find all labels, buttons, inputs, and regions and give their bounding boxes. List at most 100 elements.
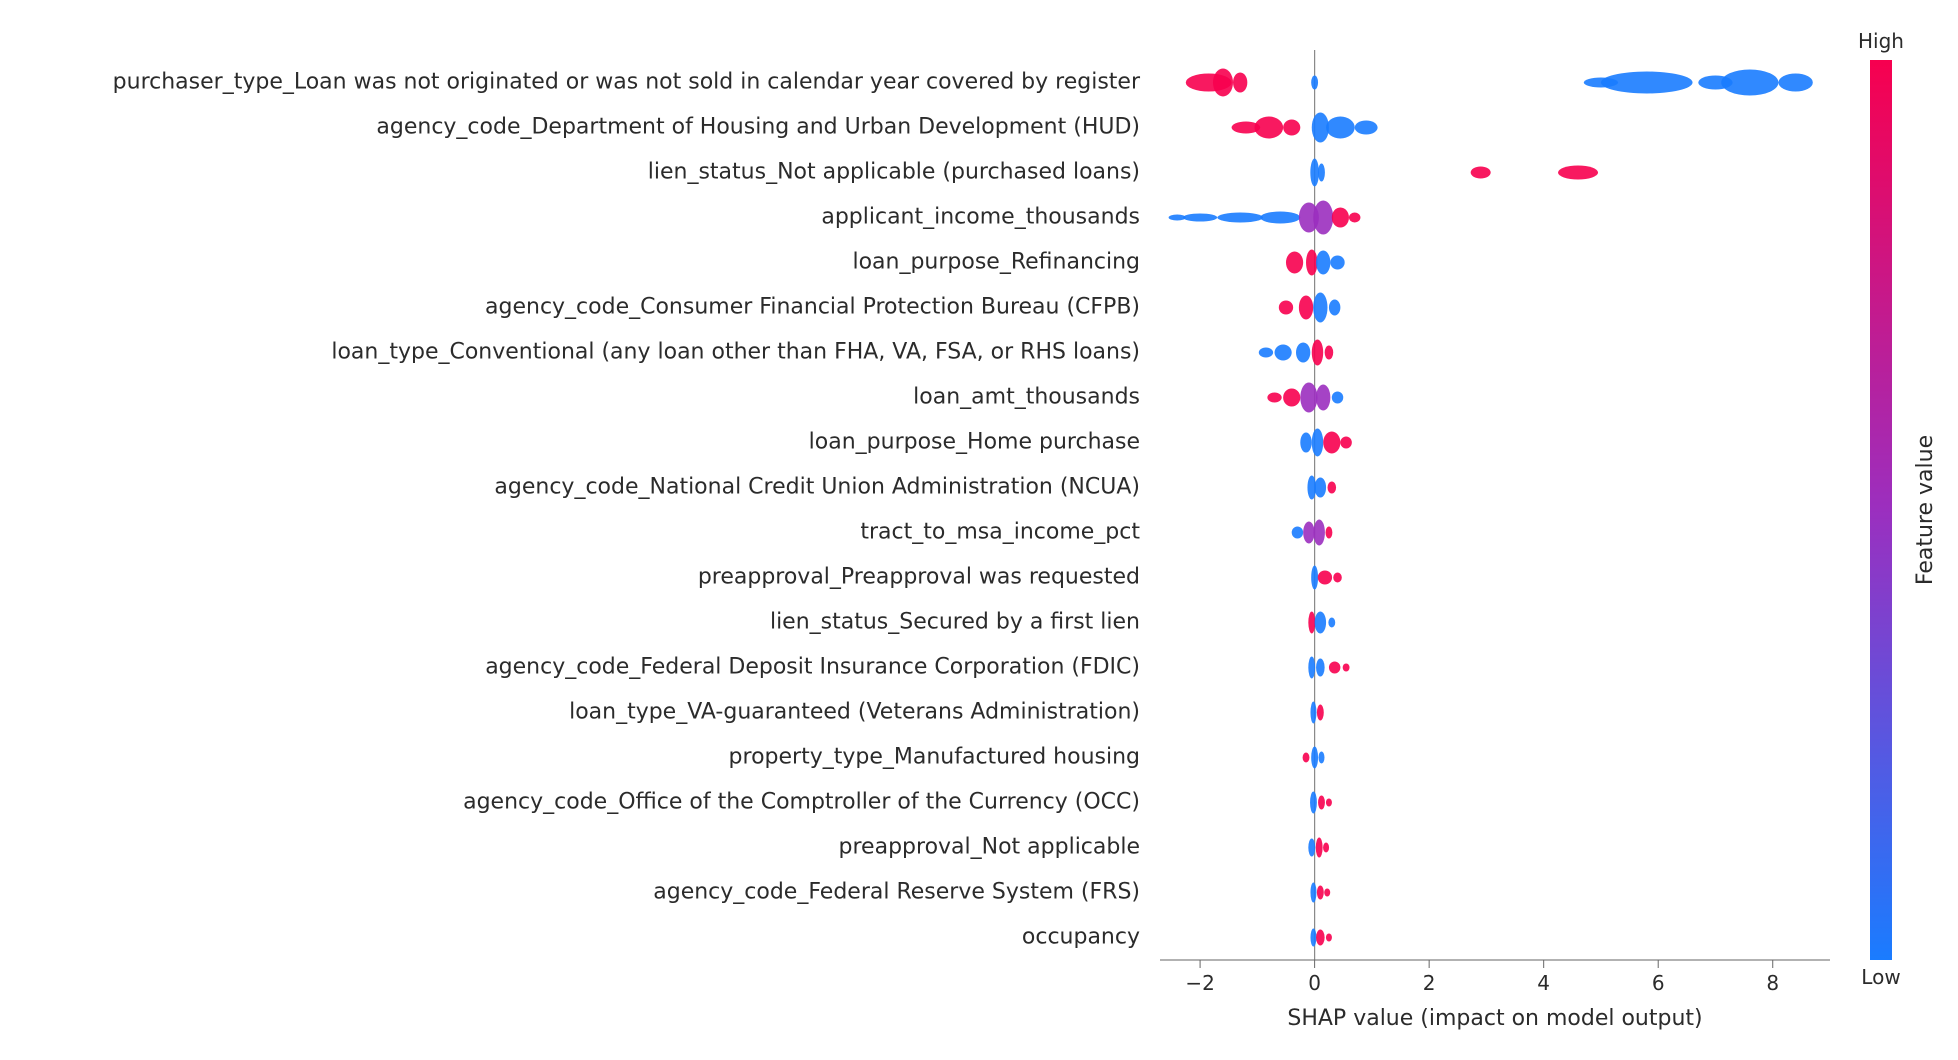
feature-label: agency_code_National Credit Union Admini…	[494, 475, 1140, 500]
shap-cluster	[1328, 482, 1337, 494]
feature-label: applicant_income_thousands	[821, 205, 1140, 230]
feature-label: agency_code_Federal Deposit Insurance Co…	[485, 655, 1140, 680]
colorbar-title: Feature value	[1913, 435, 1938, 585]
shap-cluster	[1317, 705, 1324, 721]
feature-label: agency_code_Office of the Comptroller of…	[463, 790, 1140, 815]
shap-cluster	[1315, 612, 1326, 634]
shap-cluster	[1323, 843, 1329, 853]
shap-svg: −202468SHAP value (impact on model outpu…	[0, 0, 1958, 1060]
shap-cluster	[1300, 383, 1317, 413]
shap-cluster	[1260, 212, 1300, 224]
shap-cluster	[1312, 429, 1323, 457]
feature-label: agency_code_Consumer Financial Protectio…	[485, 295, 1140, 320]
shap-cluster	[1340, 437, 1351, 449]
feature-label: purchaser_type_Loan was not originated o…	[113, 70, 1141, 95]
feature-label: tract_to_msa_income_pct	[860, 520, 1140, 545]
shap-cluster	[1267, 393, 1281, 403]
shap-cluster	[1316, 838, 1323, 858]
x-tick-label: 8	[1766, 971, 1779, 995]
shap-cluster	[1283, 120, 1300, 136]
shap-cluster	[1318, 164, 1325, 182]
x-tick-label: 0	[1308, 971, 1321, 995]
feature-label: lien_status_Not applicable (purchased lo…	[648, 160, 1140, 185]
shap-cluster	[1324, 889, 1330, 897]
shap-cluster	[1310, 929, 1316, 947]
feature-label: loan_amt_thousands	[913, 385, 1140, 410]
shap-cluster	[1183, 214, 1217, 222]
shap-cluster	[1254, 117, 1283, 139]
shap-cluster	[1778, 74, 1812, 92]
feature-label: agency_code_Department of Housing and Ur…	[376, 115, 1140, 140]
x-tick-label: −2	[1185, 971, 1214, 995]
shap-cluster	[1316, 659, 1325, 677]
colorbar-high-label: High	[1858, 29, 1904, 53]
colorbar	[1870, 60, 1892, 960]
shap-cluster	[1213, 69, 1233, 97]
shap-cluster	[1310, 702, 1316, 724]
feature-label: preapproval_Not applicable	[839, 835, 1140, 860]
shap-cluster	[1310, 792, 1317, 814]
shap-cluster	[1326, 799, 1332, 807]
shap-cluster	[1313, 293, 1327, 323]
shap-cluster	[1329, 300, 1340, 316]
feature-label: lien_status_Secured by a first lien	[770, 610, 1140, 635]
feature-label: loan_purpose_Home purchase	[809, 430, 1140, 455]
shap-cluster	[1283, 389, 1300, 407]
colorbar-low-label: Low	[1861, 965, 1900, 989]
shap-cluster	[1311, 76, 1318, 90]
shap-cluster	[1318, 571, 1332, 585]
shap-cluster	[1329, 662, 1340, 674]
shap-cluster	[1303, 522, 1314, 544]
shap-cluster	[1721, 70, 1778, 96]
shap-cluster	[1323, 432, 1340, 454]
shap-cluster	[1233, 73, 1247, 93]
shap-cluster	[1313, 201, 1333, 235]
shap-summary-plot: { "chart": { "type": "shap-summary-beesw…	[0, 0, 1958, 1060]
shap-cluster	[1310, 883, 1316, 903]
feature-label: preapproval_Preapproval was requested	[698, 565, 1140, 590]
feature-label: property_type_Manufactured housing	[729, 745, 1140, 770]
shap-cluster	[1328, 618, 1335, 628]
shap-cluster	[1217, 213, 1263, 223]
shap-cluster	[1275, 345, 1292, 361]
shap-cluster	[1303, 753, 1310, 763]
shap-cluster	[1308, 612, 1315, 634]
shap-cluster	[1471, 167, 1491, 179]
shap-cluster	[1292, 527, 1303, 539]
shap-cluster	[1308, 657, 1315, 679]
shap-cluster	[1279, 301, 1293, 315]
shap-cluster	[1311, 566, 1318, 590]
shap-cluster	[1326, 117, 1355, 139]
shap-cluster	[1308, 839, 1315, 857]
shap-cluster	[1343, 664, 1350, 672]
shap-cluster	[1558, 166, 1598, 180]
shap-cluster	[1316, 251, 1330, 275]
feature-label: loan_type_VA-guaranteed (Veterans Admini…	[569, 700, 1140, 725]
shap-cluster	[1316, 930, 1325, 946]
shap-cluster	[1330, 256, 1344, 270]
shap-cluster	[1311, 747, 1318, 769]
shap-cluster	[1326, 934, 1332, 942]
x-tick-label: 6	[1652, 971, 1665, 995]
shap-cluster	[1316, 385, 1330, 411]
x-tick-label: 4	[1537, 971, 1550, 995]
shap-cluster	[1601, 72, 1693, 94]
shap-cluster	[1286, 252, 1303, 274]
shap-cluster	[1332, 392, 1343, 404]
x-axis-label: SHAP value (impact on model output)	[1287, 1006, 1702, 1031]
shap-cluster	[1318, 796, 1325, 810]
feature-label: loan_purpose_Refinancing	[852, 250, 1140, 275]
shap-cluster	[1300, 433, 1311, 453]
feature-label: occupancy	[1022, 925, 1140, 950]
shap-cluster	[1325, 527, 1332, 539]
shap-cluster	[1312, 340, 1323, 366]
shap-cluster	[1313, 520, 1324, 546]
shap-cluster	[1318, 752, 1324, 764]
shap-cluster	[1299, 296, 1313, 320]
shap-cluster	[1349, 213, 1360, 223]
shap-cluster	[1310, 159, 1319, 187]
shap-cluster	[1315, 478, 1326, 498]
shap-cluster	[1355, 121, 1378, 135]
shap-cluster	[1333, 573, 1342, 583]
feature-label: agency_code_Federal Reserve System (FRS)	[653, 880, 1140, 905]
